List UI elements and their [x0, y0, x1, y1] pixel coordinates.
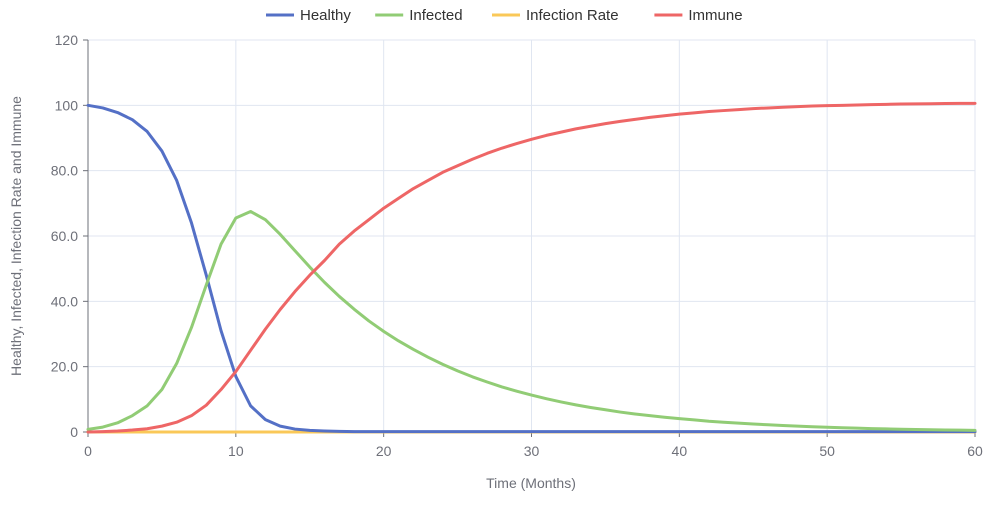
legend-label: Infected — [409, 7, 462, 24]
legend-item-infection-rate[interactable]: Infection Rate — [492, 7, 619, 24]
x-tick-label: 40 — [672, 443, 688, 459]
legend-item-infected[interactable]: Infected — [375, 7, 463, 24]
x-tick-label: 20 — [376, 443, 392, 459]
axes: 0 20.0 40.0 60.0 80.0 100 120 0 10 20 30 40 50 60 — [51, 32, 983, 459]
grid — [88, 39, 976, 432]
y-tick-label: 80.0 — [51, 163, 78, 179]
y-tick-label: 20.0 — [51, 359, 78, 375]
legend-label: Healthy — [300, 7, 351, 24]
legend: Healthy Infected Infection Rate Immune — [266, 7, 743, 24]
x-tick-label: 50 — [819, 443, 835, 459]
x-tick-label: 0 — [84, 443, 92, 459]
legend-item-immune[interactable]: Immune — [654, 7, 743, 24]
y-tick-label: 60.0 — [51, 228, 78, 244]
y-tick-label: 100 — [55, 97, 79, 113]
x-axis-title: Time (Months) — [486, 475, 576, 491]
y-tick-label: 0 — [70, 424, 78, 440]
y-tick-label: 40.0 — [51, 293, 78, 309]
legend-label: Infection Rate — [526, 7, 619, 24]
series-line-infected[interactable] — [86, 210, 977, 432]
legend-item-healthy[interactable]: Healthy — [266, 7, 351, 24]
series-line-immune[interactable] — [86, 101, 977, 434]
legend-label: Immune — [688, 7, 742, 24]
y-axis-title: Healthy, Infected, Infection Rate and Im… — [8, 96, 24, 376]
x-tick-label: 10 — [228, 443, 244, 459]
y-tick-label: 120 — [55, 32, 79, 48]
x-tick-label: 60 — [967, 443, 983, 459]
series-lines — [86, 101, 977, 434]
x-tick-label: 30 — [524, 443, 540, 459]
series-line-healthy[interactable] — [86, 103, 977, 434]
